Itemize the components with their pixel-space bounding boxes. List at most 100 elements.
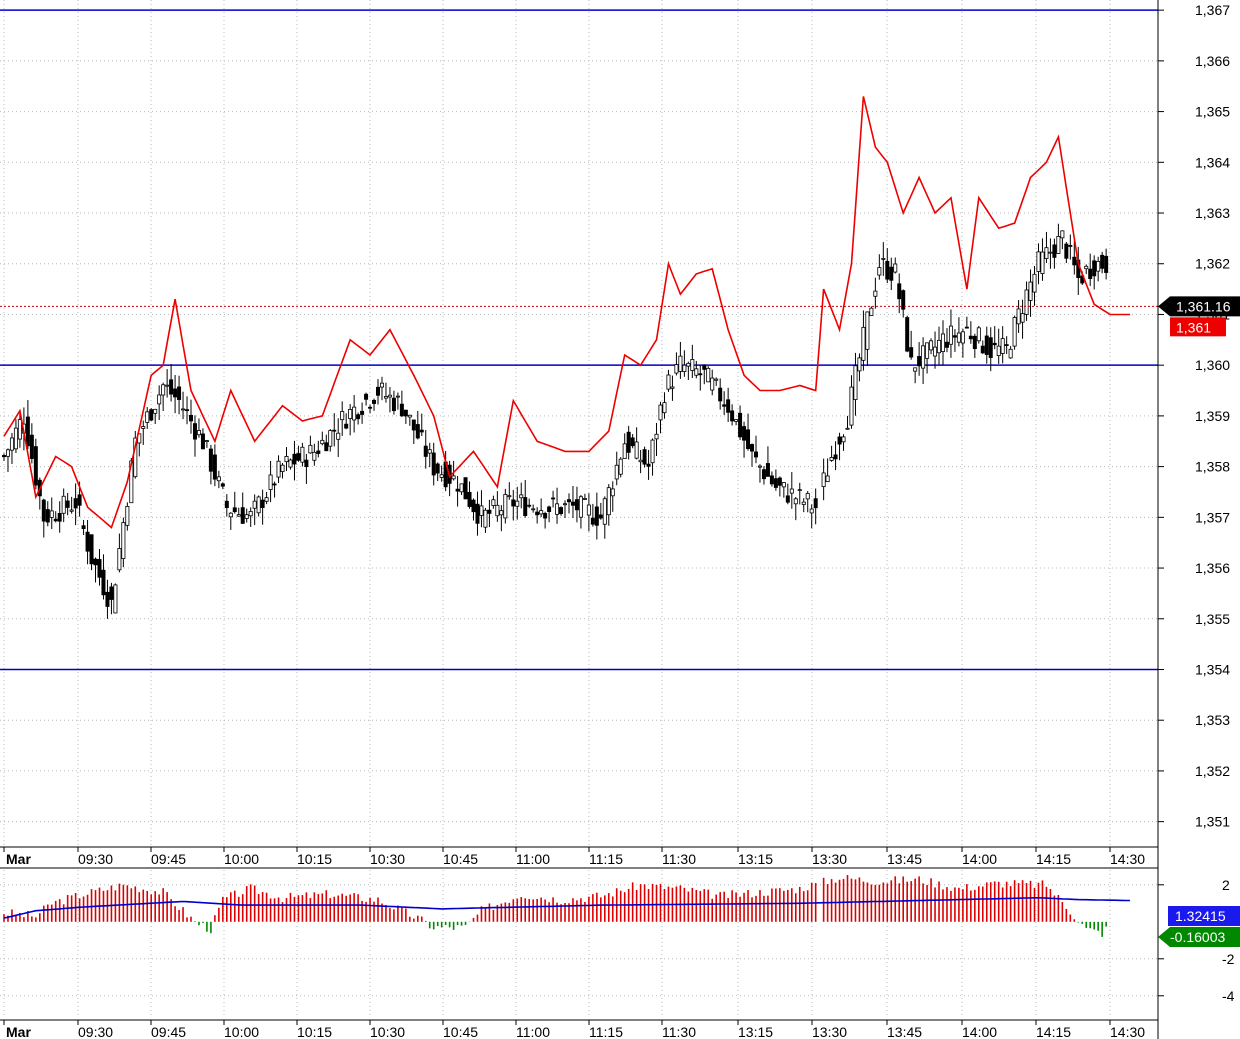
candle-body — [901, 290, 906, 310]
candle-body — [956, 332, 961, 343]
candle-body — [264, 497, 269, 502]
candle-body — [248, 511, 253, 517]
candle-body — [618, 458, 623, 475]
candle-body — [45, 509, 50, 523]
candle-body — [1084, 265, 1089, 270]
red-series-tag — [1170, 317, 1226, 337]
candle-body — [372, 399, 377, 404]
candle-body — [865, 311, 870, 350]
candle-body — [9, 437, 14, 451]
oscillator-panel: 2 -2 -4 1.32415 -0.16003 Mar 09:30 09:45 10:00 10… — [0, 870, 1240, 1039]
price-axis-label: 1,356 — [1195, 560, 1230, 576]
candle-body — [980, 345, 985, 354]
candle-body — [185, 409, 190, 412]
candle-body — [435, 463, 440, 474]
candle-body — [169, 379, 174, 395]
candle-body — [73, 498, 78, 509]
price-x-label: 14:30 — [1110, 851, 1145, 867]
candle-body — [885, 260, 890, 280]
candle-body — [507, 495, 512, 498]
candle-body — [77, 494, 82, 506]
candle-body — [845, 427, 850, 430]
candle-body — [415, 424, 420, 439]
candle-body — [304, 459, 309, 467]
candle-body — [320, 439, 325, 445]
osc-x-label: 09:45 — [151, 1024, 186, 1039]
candle-body — [566, 499, 571, 503]
candle-body — [399, 403, 404, 417]
candle-body — [781, 482, 786, 488]
candle-body — [944, 341, 949, 348]
candle-body — [407, 414, 412, 418]
candle-body — [49, 510, 54, 518]
candle-body — [777, 477, 782, 486]
price-axis-label: 1,362 — [1195, 256, 1230, 272]
candle-body — [837, 436, 842, 445]
candle-body — [666, 374, 671, 390]
candle-body — [25, 416, 30, 447]
candle-body — [634, 441, 639, 459]
last-price-label: 1,361.16 — [1176, 298, 1231, 314]
price-x-label: 13:45 — [887, 851, 922, 867]
candle-body — [1012, 317, 1017, 347]
osc-x-label: 10:30 — [370, 1024, 405, 1039]
candle-body — [475, 503, 480, 524]
candle-body — [1072, 256, 1077, 266]
price-axis-label: 1,353 — [1195, 712, 1230, 728]
candle-body — [1004, 344, 1009, 346]
candle-body — [69, 509, 74, 512]
candle-body — [459, 483, 464, 493]
candle-body — [427, 449, 432, 454]
price-x-label: 10:00 — [224, 851, 259, 867]
candle-body — [324, 442, 329, 452]
osc-hist-tag — [1158, 927, 1240, 947]
osc-x-label: 14:00 — [962, 1024, 997, 1039]
candle-body — [451, 475, 456, 480]
candle-body — [471, 499, 476, 513]
candle-body — [718, 387, 723, 402]
candle-body — [606, 487, 611, 516]
candle-body — [157, 394, 162, 405]
price-x-label: 11:30 — [662, 851, 696, 867]
candle-body — [539, 510, 544, 515]
candle-body — [65, 500, 70, 508]
candle-body — [801, 501, 806, 505]
candle-body — [376, 386, 381, 396]
candle-body — [356, 414, 361, 420]
osc-x-label: 13:45 — [887, 1024, 922, 1039]
candle-body — [750, 444, 755, 452]
candle-body — [133, 437, 138, 478]
candle-body — [1092, 260, 1097, 277]
candle-body — [929, 340, 934, 351]
candle-body — [682, 364, 687, 373]
price-x-label: 13:30 — [812, 851, 847, 867]
candle-body — [678, 355, 683, 372]
candle-body — [586, 504, 591, 516]
candle-body — [582, 498, 587, 500]
candle-body — [391, 397, 396, 412]
candle-body — [216, 476, 221, 482]
candle-body — [706, 367, 711, 383]
osc-x-label: 14:15 — [1036, 1024, 1071, 1039]
price-axis-label: 1,351 — [1195, 814, 1230, 830]
candle-body — [1044, 247, 1049, 259]
last-price-tag — [1158, 296, 1240, 317]
candle-body — [662, 402, 667, 414]
candle-body — [57, 513, 62, 522]
candle-body — [909, 347, 914, 358]
candle-body — [1040, 251, 1045, 274]
candle-body — [869, 307, 874, 317]
candle-body — [984, 335, 989, 355]
price-axis-label: 1,359 — [1195, 408, 1230, 424]
candle-body — [933, 346, 938, 357]
candle-body — [714, 378, 719, 381]
candle-body — [968, 335, 973, 340]
candle-body — [141, 426, 146, 429]
candle-body — [1028, 281, 1033, 301]
candle-body — [570, 501, 575, 506]
candle-body — [674, 364, 679, 374]
candle-body — [622, 443, 627, 459]
candle-body — [734, 419, 739, 422]
candle-body — [173, 388, 178, 398]
